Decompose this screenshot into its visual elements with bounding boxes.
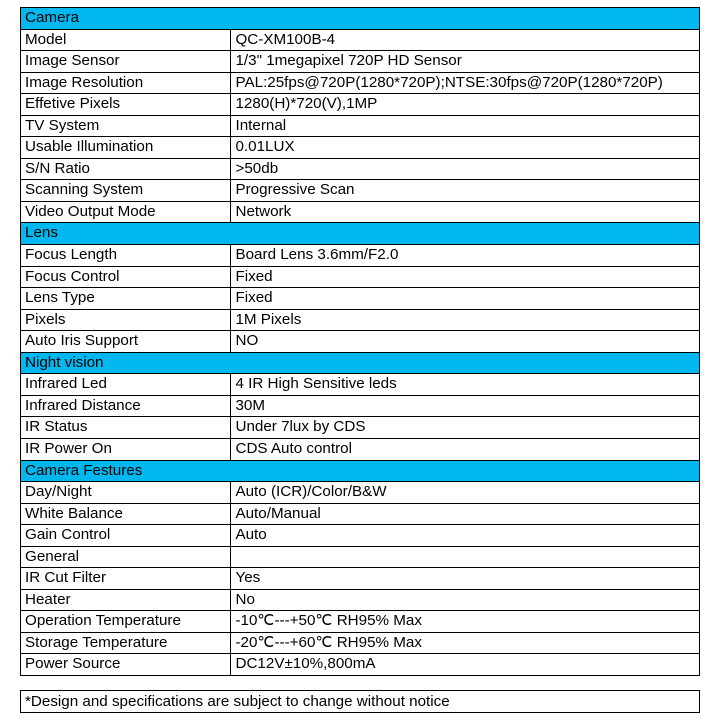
- spec-value: [231, 546, 700, 568]
- spec-value: -10℃---+50℃ RH95% Max: [231, 611, 700, 633]
- spec-value: 30M: [231, 395, 700, 417]
- spec-label: Image Sensor: [21, 51, 231, 73]
- footnote: *Design and specifications are subject t…: [20, 690, 700, 713]
- spec-value: Auto (ICR)/Color/B&W: [231, 482, 700, 504]
- spec-value: Progressive Scan: [231, 180, 700, 202]
- spec-row: Infrared Distance30M: [21, 395, 700, 417]
- spec-row: Pixels1M Pixels: [21, 309, 700, 331]
- spec-row: Focus ControlFixed: [21, 266, 700, 288]
- spec-label: General: [21, 546, 231, 568]
- spec-value: Internal: [231, 115, 700, 137]
- spec-label: Usable Illumination: [21, 137, 231, 159]
- spec-row: Effetive Pixels1280(H)*720(V),1MP: [21, 94, 700, 116]
- spec-value: Board Lens 3.6mm/F2.0: [231, 245, 700, 267]
- spec-value: -20℃---+60℃ RH95% Max: [231, 632, 700, 654]
- spec-value: CDS Auto control: [231, 438, 700, 460]
- spec-label: Image Resolution: [21, 72, 231, 94]
- spec-row: S/N Ratio>50db: [21, 158, 700, 180]
- spec-label: Auto Iris Support: [21, 331, 231, 353]
- spec-value: QC-XM100B-4: [231, 29, 700, 51]
- spec-sheet: CameraModelQC-XM100B-4Image Sensor1/3" 1…: [20, 7, 700, 713]
- spec-row: Lens TypeFixed: [21, 288, 700, 310]
- section-header: Night vision: [21, 352, 700, 374]
- section-header: Lens: [21, 223, 700, 245]
- spec-value: NO: [231, 331, 700, 353]
- spec-label: Gain Control: [21, 525, 231, 547]
- spec-row: General: [21, 546, 700, 568]
- spec-value: Auto/Manual: [231, 503, 700, 525]
- spec-label: Video Output Mode: [21, 201, 231, 223]
- spec-label: Lens Type: [21, 288, 231, 310]
- spec-label: Model: [21, 29, 231, 51]
- spec-table: CameraModelQC-XM100B-4Image Sensor1/3" 1…: [20, 7, 700, 676]
- spec-value: No: [231, 589, 700, 611]
- spec-label: IR Power On: [21, 438, 231, 460]
- spec-row: Power SourceDC12V±10%,800mA: [21, 654, 700, 676]
- spec-value: Under 7lux by CDS: [231, 417, 700, 439]
- spec-value: 1M Pixels: [231, 309, 700, 331]
- spec-label: Operation Temperature: [21, 611, 231, 633]
- spec-row: Infrared Led4 IR High Sensitive leds: [21, 374, 700, 396]
- spec-value: Network: [231, 201, 700, 223]
- spec-label: Infrared Distance: [21, 395, 231, 417]
- spec-value: 0.01LUX: [231, 137, 700, 159]
- spec-label: Scanning System: [21, 180, 231, 202]
- spec-row: Gain ControlAuto: [21, 525, 700, 547]
- spec-value: >50db: [231, 158, 700, 180]
- spec-label: IR Status: [21, 417, 231, 439]
- spec-value: Fixed: [231, 288, 700, 310]
- spec-row: Storage Temperature-20℃---+60℃ RH95% Max: [21, 632, 700, 654]
- spec-value: PAL:25fps@720P(1280*720P);NTSE:30fps@720…: [231, 72, 700, 94]
- spec-label: Focus Length: [21, 245, 231, 267]
- spec-label: TV System: [21, 115, 231, 137]
- spec-row: Focus LengthBoard Lens 3.6mm/F2.0: [21, 245, 700, 267]
- spec-row: IR StatusUnder 7lux by CDS: [21, 417, 700, 439]
- spec-row: IR Cut FilterYes: [21, 568, 700, 590]
- spec-value: Yes: [231, 568, 700, 590]
- spec-row: IR Power OnCDS Auto control: [21, 438, 700, 460]
- spec-row: Usable Illumination0.01LUX: [21, 137, 700, 159]
- spec-label: Pixels: [21, 309, 231, 331]
- spec-label: Storage Temperature: [21, 632, 231, 654]
- spec-row: HeaterNo: [21, 589, 700, 611]
- spec-label: White Balance: [21, 503, 231, 525]
- spec-label: Infrared Led: [21, 374, 231, 396]
- spec-row: Image ResolutionPAL:25fps@720P(1280*720P…: [21, 72, 700, 94]
- spec-label: Focus Control: [21, 266, 231, 288]
- spec-label: Day/Night: [21, 482, 231, 504]
- section-header: Camera Festures: [21, 460, 700, 482]
- spec-label: S/N Ratio: [21, 158, 231, 180]
- spec-value: Auto: [231, 525, 700, 547]
- spec-value: 1/3" 1megapixel 720P HD Sensor: [231, 51, 700, 73]
- spec-row: Auto Iris SupportNO: [21, 331, 700, 353]
- spec-label: IR Cut Filter: [21, 568, 231, 590]
- spec-row: Image Sensor1/3" 1megapixel 720P HD Sens…: [21, 51, 700, 73]
- spec-label: Effetive Pixels: [21, 94, 231, 116]
- spec-row: TV SystemInternal: [21, 115, 700, 137]
- spec-row: Scanning SystemProgressive Scan: [21, 180, 700, 202]
- spec-value: DC12V±10%,800mA: [231, 654, 700, 676]
- spec-row: ModelQC-XM100B-4: [21, 29, 700, 51]
- spec-label: Heater: [21, 589, 231, 611]
- spec-row: Day/NightAuto (ICR)/Color/B&W: [21, 482, 700, 504]
- spec-value: 1280(H)*720(V),1MP: [231, 94, 700, 116]
- spec-row: White BalanceAuto/Manual: [21, 503, 700, 525]
- spec-value: Fixed: [231, 266, 700, 288]
- spec-label: Power Source: [21, 654, 231, 676]
- spec-row: Video Output ModeNetwork: [21, 201, 700, 223]
- spec-row: Operation Temperature-10℃---+50℃ RH95% M…: [21, 611, 700, 633]
- spec-value: 4 IR High Sensitive leds: [231, 374, 700, 396]
- section-header: Camera: [21, 8, 700, 30]
